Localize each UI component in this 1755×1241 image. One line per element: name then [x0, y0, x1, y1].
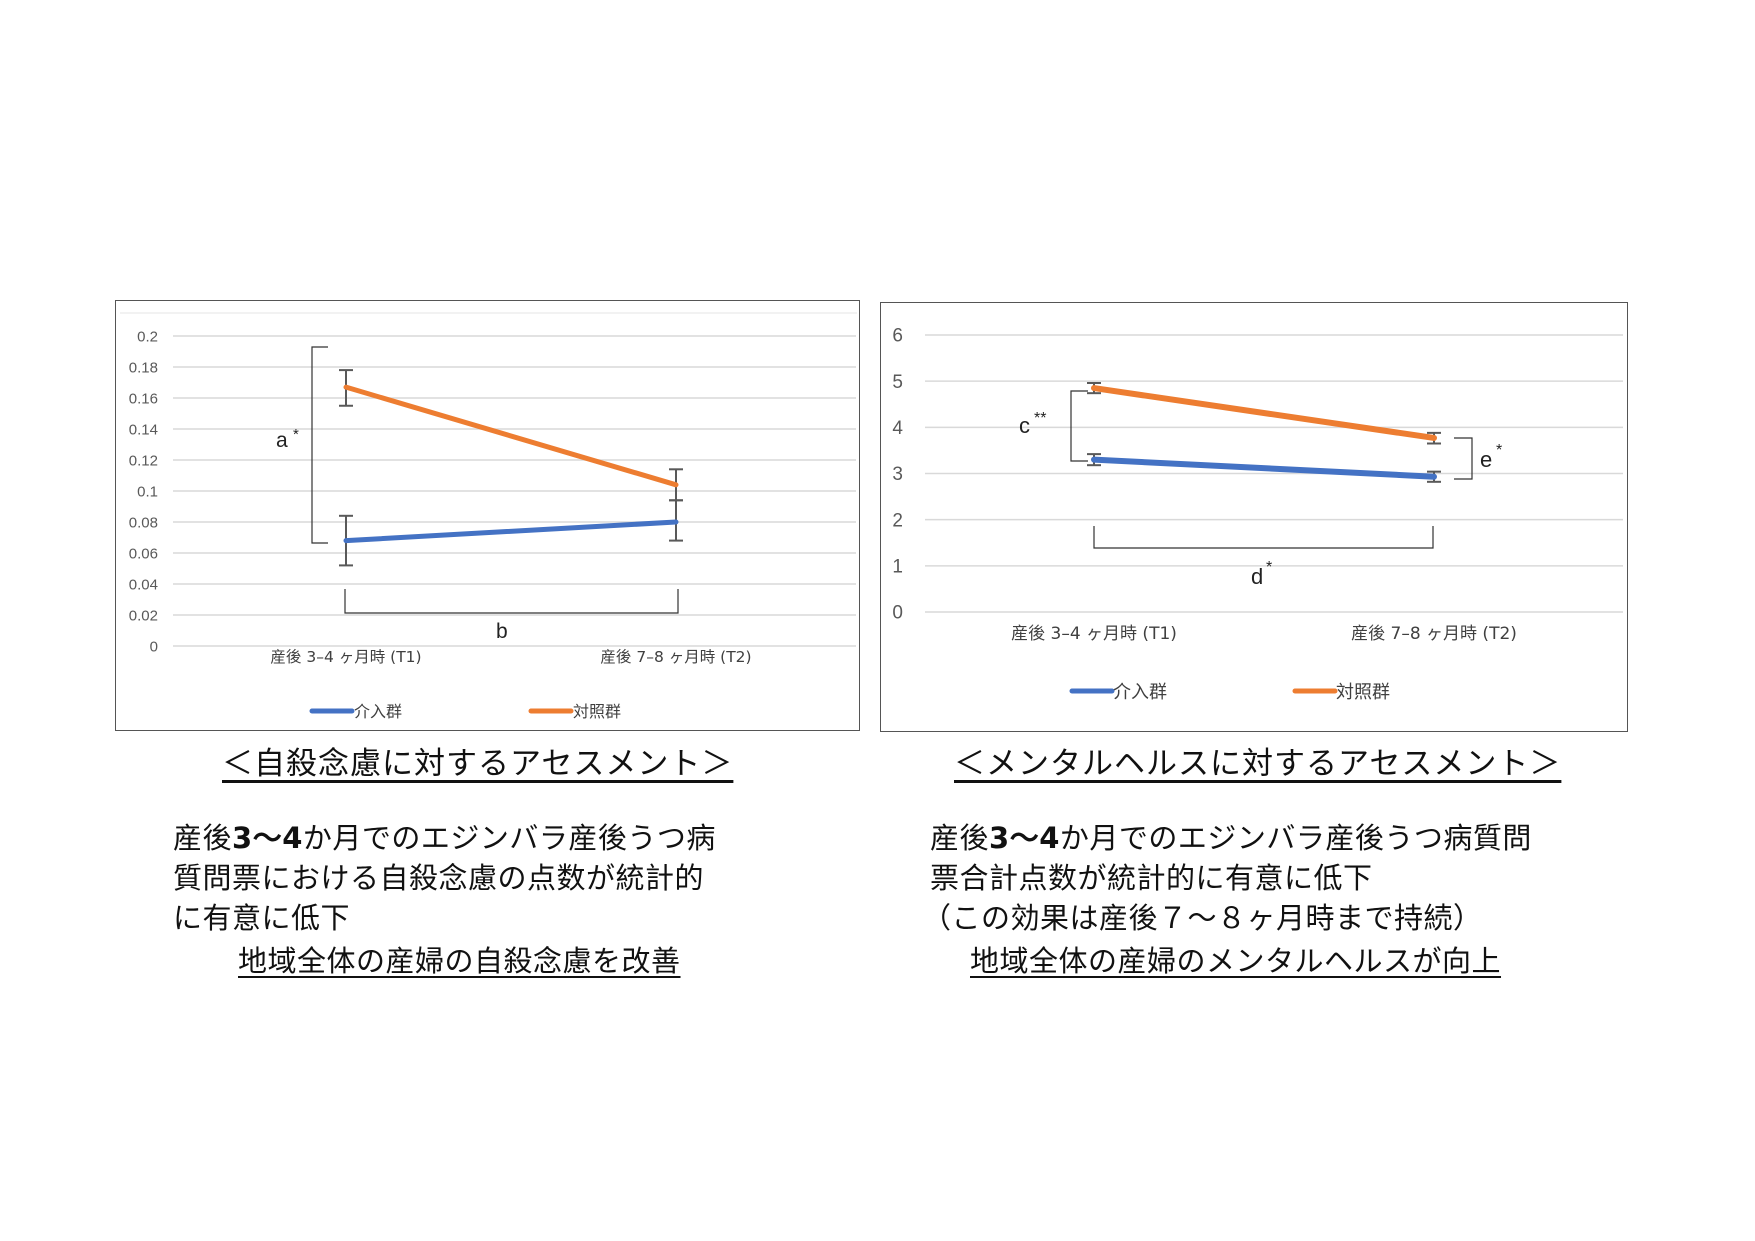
desc-line-1: 産後3〜4か月でのエジンバラ産後うつ病質問	[930, 821, 1532, 855]
y-tick-label: 0.02	[129, 607, 158, 624]
annotation-d: d	[1251, 564, 1263, 589]
desc-line-3: に有意に低下	[173, 901, 351, 935]
y-tick-label: 0.16	[129, 390, 158, 407]
annotation-d-star: *	[1266, 559, 1272, 576]
x-category-t2: 産後 7–8 ヶ月時 (T2)	[1351, 624, 1517, 644]
significance-bracket-e	[1454, 437, 1473, 480]
annotation-e-star: *	[1496, 442, 1502, 459]
y-tick-label: 0.04	[129, 576, 158, 593]
series-line-介入群	[343, 519, 679, 544]
mental-health-conclusion: 地域全体の産婦のメンタルヘルスが向上	[970, 944, 1502, 978]
significance-bracket-b	[344, 589, 679, 614]
y-axis-ticks: 0 0.02 0.04 0.06 0.08 0.1 0.12 0.14 0.16 0.18 0.2	[129, 328, 158, 655]
y-tick-label: 2	[892, 510, 903, 531]
annotation-a: a	[276, 429, 288, 452]
desc-line-3: （この効果は産後７〜８ヶ月時まで持続）	[922, 901, 1483, 935]
x-category-t1: 産後 3–4 ヶ月時 (T1)	[1011, 624, 1177, 644]
x-category-t2: 産後 7–8 ヶ月時 (T2)	[600, 648, 751, 666]
legend-label-control: 対照群	[1336, 682, 1390, 703]
series-line-対照群	[1091, 385, 1437, 441]
mental-health-caption: ＜メンタルヘルスに対するアセスメント＞	[954, 746, 1562, 782]
suicidal-ideation-plot: 00.020.040.060.080.10.120.140.160.180.2 …	[120, 312, 857, 721]
y-tick-label: 4	[892, 418, 903, 439]
series-lines	[343, 384, 679, 544]
legend-label-control: 対照群	[573, 702, 621, 721]
mental-health-plot: 0 1 2 3 4 5 6 c ** e * d * 産後 3–4 ヶ月時 (T1) 産後 …	[892, 326, 1623, 703]
suicidal-ideation-description: 産後3〜4か月でのエジンバラ産後うつ病 質問票における自殺念慮の点数が統計的 に…	[173, 818, 716, 938]
annotation-a-star: *	[293, 426, 299, 443]
significance-bracket-d	[1093, 526, 1434, 549]
y-tick-label: 0.14	[129, 421, 158, 438]
significance-bracket-a	[311, 346, 328, 544]
suicidal-ideation-caption: ＜自殺念慮に対するアセスメント＞	[222, 746, 734, 782]
y-gridlines	[925, 334, 1623, 613]
annotation-e: e	[1480, 447, 1492, 472]
y-tick-label: 0.2	[137, 328, 158, 345]
y-tick-label: 1	[892, 556, 903, 577]
x-category-t1: 産後 3–4 ヶ月時 (T1)	[270, 648, 421, 666]
series-line-介入群	[1091, 456, 1437, 480]
suicidal-ideation-conclusion: 地域全体の産婦の自殺念慮を改善	[238, 944, 681, 978]
y-gridlines	[173, 335, 856, 647]
y-tick-label: 0.12	[129, 452, 158, 469]
annotation-b: b	[496, 620, 508, 643]
y-tick-label: 0	[150, 638, 158, 655]
y-tick-label: 0.1	[137, 483, 158, 500]
y-tick-label: 5	[892, 372, 903, 393]
legend-label-intervention: 介入群	[1113, 682, 1167, 703]
suicidal-ideation-chart: 0 0.02 0.04 0.06 0.08 0.1 0.12 0.14 0.16 0.18 0.2 …	[115, 300, 860, 731]
legend-label-intervention: 介入群	[354, 702, 402, 721]
y-axis-ticks: 0 1 2 3 4 5 6	[892, 326, 903, 624]
desc-line-2: 質問票における自殺念慮の点数が統計的	[173, 861, 705, 895]
y-tick-label: 6	[892, 326, 903, 347]
series-lines	[1091, 385, 1437, 480]
desc-line-1: 産後3〜4か月でのエジンバラ産後うつ病	[173, 821, 716, 855]
y-tick-label: 0	[892, 603, 903, 624]
desc-line-2: 票合計点数が統計的に有意に低下	[930, 861, 1373, 895]
mental-health-description: 産後3〜4か月でのエジンバラ産後うつ病質問 票合計点数が統計的に有意に低下 （こ…	[922, 818, 1532, 938]
y-tick-label: 0.08	[129, 514, 158, 531]
annotation-c: c	[1019, 413, 1030, 438]
mental-health-chart: 0 1 2 3 4 5 6 c ** e * d * 産後 3–4 ヶ月時 (T1) 産後 …	[880, 302, 1628, 732]
series-line-対照群	[343, 384, 679, 488]
significance-bracket-c	[1070, 390, 1088, 462]
annotation-c-star: **	[1034, 410, 1046, 427]
y-tick-label: 3	[892, 464, 903, 485]
y-tick-label: 0.06	[129, 545, 158, 562]
y-tick-label: 0.18	[129, 359, 158, 376]
